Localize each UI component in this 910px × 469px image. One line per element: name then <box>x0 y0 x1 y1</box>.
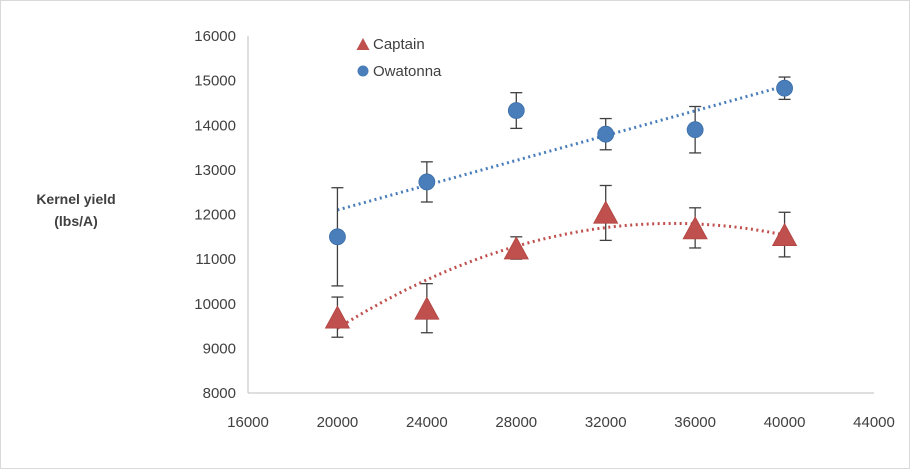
owatonna-point <box>597 125 615 143</box>
y-tick-label: 12000 <box>194 207 236 224</box>
y-tick-label: 10000 <box>194 296 236 313</box>
trendlines <box>336 84 786 330</box>
y-tick-label: 8000 <box>203 385 236 402</box>
owatonna-point <box>507 102 525 119</box>
owatonna-point <box>686 121 704 139</box>
captain-trendline <box>336 221 785 330</box>
x-tick-label: 32000 <box>585 414 627 431</box>
y-tick-label: 9000 <box>203 340 236 357</box>
y-tick-label: 16000 <box>194 28 236 45</box>
legend-label: Owatonna <box>373 63 442 80</box>
y-tick-label: 14000 <box>194 117 236 134</box>
captain-point <box>324 305 351 329</box>
x-tick-label: 20000 <box>317 414 359 431</box>
y-tick-label: 13000 <box>194 162 236 179</box>
owatonna-point <box>329 228 346 246</box>
legend-triangle-icon <box>356 38 370 50</box>
legend: Captain Owatonna <box>356 36 442 80</box>
captain-point <box>771 222 798 246</box>
x-tick-label: 16000 <box>227 414 269 431</box>
x-tick-label: 40000 <box>764 414 806 431</box>
captain-point <box>503 236 529 260</box>
owatonna-trendline <box>336 84 786 212</box>
x-tick-label: 36000 <box>674 414 716 431</box>
y-axis-label-line2: (lbs/A) <box>54 213 98 229</box>
x-tick-label: 28000 <box>495 414 537 431</box>
captain-point <box>682 216 708 240</box>
captain-point <box>593 200 619 224</box>
y-tick-labels: 8000 9000 10000 11000 12000 13000 14000 15000 16… <box>194 28 236 402</box>
owatonna-point <box>776 79 793 97</box>
error-bars <box>331 76 791 338</box>
captain-point <box>414 296 440 320</box>
x-tick-label: 24000 <box>406 414 448 431</box>
data-points <box>324 79 798 329</box>
x-tick-labels: 16000 20000 24000 28000 32000 36000 40000 44000 <box>227 414 895 431</box>
legend-label: Captain <box>373 36 425 53</box>
y-tick-label: 11000 <box>195 251 236 268</box>
legend-circle-icon <box>357 65 369 77</box>
x-tick-label: 44000 <box>853 414 895 431</box>
y-axis-label: Kernel yield (lbs/A) <box>21 188 131 232</box>
owatonna-point <box>418 173 436 191</box>
y-tick-label: 15000 <box>194 73 236 90</box>
y-axis-label-line1: Kernel yield <box>36 191 116 207</box>
